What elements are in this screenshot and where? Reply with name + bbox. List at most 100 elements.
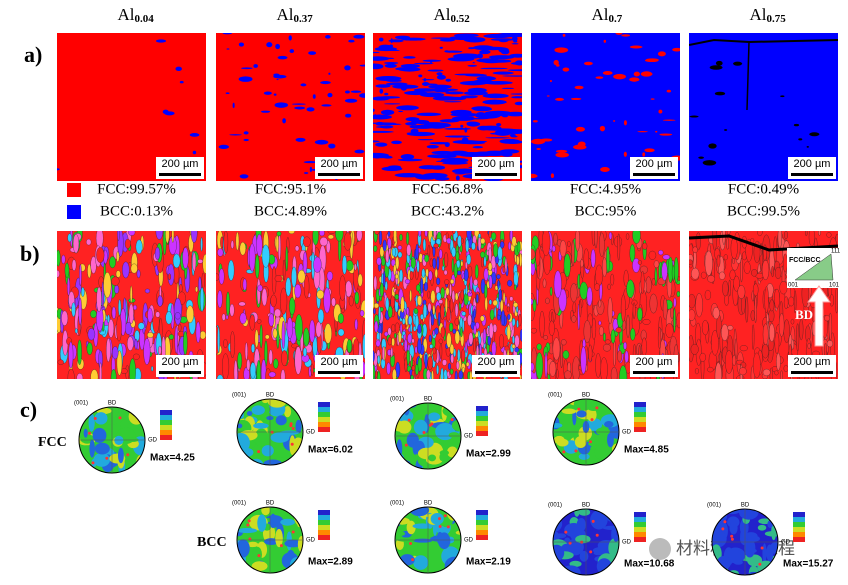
peak <box>289 422 293 426</box>
phase-region <box>229 134 242 136</box>
phase-region <box>436 74 446 80</box>
phase-region <box>218 144 230 150</box>
grain <box>595 264 603 286</box>
grain <box>438 312 441 327</box>
colorbar-step <box>318 407 330 412</box>
grain <box>613 340 616 367</box>
grain <box>324 323 332 344</box>
axis-bd: BD <box>582 503 591 509</box>
phase-region <box>511 36 518 42</box>
grain <box>406 231 410 245</box>
grain <box>406 244 412 257</box>
grain <box>302 236 311 248</box>
phase-region <box>501 87 515 90</box>
phase-region <box>662 119 676 121</box>
grain <box>147 307 153 323</box>
colorbar-step <box>634 517 646 522</box>
contour <box>88 413 95 432</box>
phase-region <box>733 61 743 66</box>
scale-bar-label: 200 µm <box>636 356 673 368</box>
grain <box>256 233 263 257</box>
grain <box>413 308 419 315</box>
peak <box>247 519 251 523</box>
colorbar-step <box>476 411 488 416</box>
scale-bar-label: 200 µm <box>794 158 831 170</box>
grain <box>762 323 769 346</box>
grain <box>487 262 493 271</box>
grain <box>117 231 120 241</box>
contour <box>594 444 611 460</box>
scale-bar <box>318 173 360 176</box>
grain <box>331 297 336 307</box>
grain <box>514 347 520 353</box>
grain <box>416 284 421 292</box>
grain <box>626 279 635 298</box>
grain <box>771 265 774 278</box>
phase-region <box>431 150 454 155</box>
grain <box>289 297 296 316</box>
contour <box>114 435 124 446</box>
grain <box>67 368 75 379</box>
phase-region <box>464 127 468 133</box>
grain <box>511 344 516 349</box>
phase-region <box>238 76 253 82</box>
grain <box>466 361 470 367</box>
grain <box>387 231 391 237</box>
peak <box>438 517 442 521</box>
grain <box>268 349 273 365</box>
scale-bar-label: 200 µm <box>478 158 515 170</box>
grain <box>502 266 506 273</box>
contour <box>237 562 246 571</box>
phase-region <box>378 44 393 50</box>
phase-region <box>225 92 230 94</box>
grain <box>286 317 293 339</box>
grain <box>519 329 522 342</box>
plane-label: (001) <box>390 397 404 403</box>
grain <box>385 249 390 263</box>
phase-region <box>724 129 728 131</box>
contour <box>725 547 746 564</box>
contour <box>97 453 105 460</box>
grain <box>387 327 392 336</box>
phase-region <box>460 117 489 120</box>
colorbar-step <box>160 425 172 430</box>
grain <box>427 302 432 313</box>
grain <box>514 284 517 291</box>
contour <box>441 551 450 557</box>
contour <box>299 554 303 561</box>
grain <box>303 327 310 347</box>
phase-region <box>500 49 510 55</box>
grain <box>112 346 119 360</box>
grain <box>459 327 463 338</box>
grain <box>439 343 443 360</box>
grain <box>784 231 788 240</box>
contour <box>606 511 619 522</box>
phase-region <box>666 89 672 93</box>
max-label: Max=10.68 <box>624 559 675 570</box>
grain <box>662 298 668 320</box>
grain <box>178 284 183 293</box>
grain <box>607 283 611 290</box>
grain <box>144 288 150 294</box>
grain <box>57 249 61 267</box>
contour <box>261 445 274 457</box>
phase-region <box>175 66 182 71</box>
grain <box>738 367 747 376</box>
phase-region <box>419 92 445 98</box>
peak <box>730 537 734 541</box>
colorbar-step <box>793 527 805 532</box>
grain <box>466 254 472 265</box>
grain <box>751 269 758 277</box>
crack <box>746 41 750 111</box>
grain <box>580 259 584 268</box>
colorbar-step <box>318 412 330 417</box>
peak <box>723 520 727 524</box>
grain <box>64 262 70 278</box>
contour <box>92 427 107 443</box>
grain <box>418 231 422 237</box>
grain <box>453 263 458 279</box>
grain <box>625 233 630 240</box>
phase-region <box>555 149 568 153</box>
contour <box>729 521 738 535</box>
grain <box>274 275 283 282</box>
